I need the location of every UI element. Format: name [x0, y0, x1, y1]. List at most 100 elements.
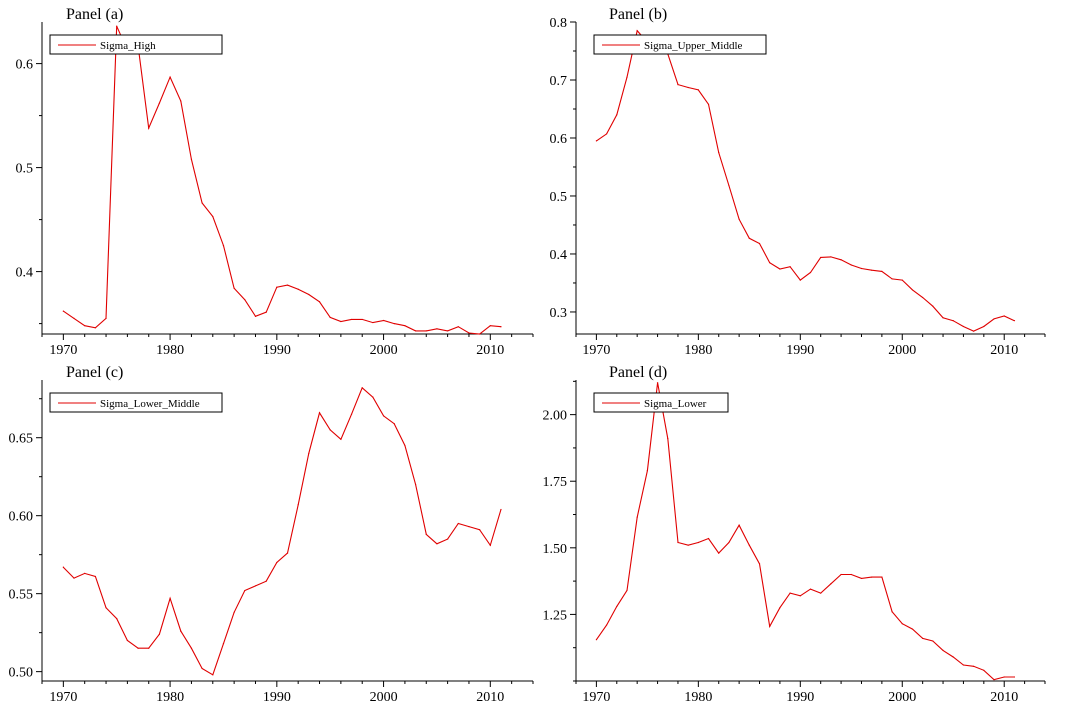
series-line	[596, 29, 1015, 332]
data-point	[201, 202, 203, 204]
data-point	[595, 140, 597, 142]
data-point	[233, 287, 235, 289]
data-point	[105, 317, 107, 319]
x-tick-label: 2010	[990, 690, 1018, 705]
data-point	[779, 607, 781, 609]
data-point	[860, 577, 863, 580]
data-point	[677, 84, 679, 86]
data-point	[799, 279, 801, 281]
data-point	[361, 318, 363, 321]
y-tick-label: 0.65	[9, 432, 34, 447]
data-point	[605, 133, 608, 135]
data-point	[840, 573, 842, 576]
y-tick-label: 1.50	[543, 542, 568, 557]
x-tick-label: 2010	[476, 690, 504, 705]
legend-label: Sigma_Upper_Middle	[644, 40, 742, 52]
data-point	[479, 333, 481, 335]
data-point	[382, 415, 385, 417]
y-tick-label: 0.55	[9, 588, 34, 603]
data-point	[457, 326, 459, 328]
x-tick-label: 1980	[156, 690, 184, 705]
data-point	[329, 316, 331, 318]
data-point	[190, 158, 193, 160]
legend-box	[593, 392, 729, 413]
data-point	[148, 127, 150, 129]
data-point	[605, 624, 608, 626]
data-point	[820, 592, 822, 594]
data-point	[361, 387, 363, 389]
x-tick-label: 1980	[684, 690, 712, 705]
data-point	[350, 413, 353, 415]
data-point	[425, 330, 427, 332]
data-point	[126, 639, 128, 642]
data-point	[911, 289, 914, 291]
legend: Sigma_Upper_Middle	[593, 34, 767, 55]
data-point	[830, 256, 832, 258]
data-point	[414, 330, 417, 332]
legend: Sigma_High	[49, 34, 223, 55]
x-tick-label: 2000	[370, 690, 398, 705]
data-point	[1013, 320, 1016, 322]
data-point	[881, 576, 883, 578]
data-point	[697, 541, 699, 544]
data-point	[158, 102, 161, 104]
data-point	[973, 330, 975, 332]
data-point	[881, 270, 883, 272]
data-point	[769, 262, 771, 264]
data-point	[901, 279, 903, 281]
data-point	[809, 588, 812, 590]
data-point	[308, 293, 310, 296]
series-points	[595, 30, 1016, 332]
data-point	[489, 325, 491, 327]
series-points	[595, 382, 1016, 681]
data-point	[169, 76, 171, 78]
data-point	[158, 633, 161, 635]
y-tick-label: 0.6	[550, 132, 568, 147]
data-point	[169, 597, 171, 599]
data-point	[850, 264, 852, 266]
data-point	[276, 286, 278, 288]
data-point	[94, 327, 96, 329]
panel-title: Panel (d)	[609, 364, 667, 381]
y-tick-label: 0.50	[9, 666, 34, 681]
data-point	[718, 552, 720, 554]
data-point	[500, 326, 502, 328]
data-point	[932, 640, 934, 642]
data-point	[707, 103, 710, 105]
y-tick-label: 1.25	[543, 608, 568, 623]
data-point	[738, 218, 740, 220]
data-point	[667, 438, 669, 440]
data-point	[73, 577, 75, 579]
legend-label: Sigma_Lower_Middle	[100, 398, 200, 410]
x-tick-label: 1990	[786, 690, 814, 705]
data-point	[871, 269, 873, 271]
data-point	[447, 538, 449, 540]
data-point	[738, 524, 740, 526]
data-point	[697, 89, 699, 91]
data-point	[137, 647, 139, 649]
data-point	[116, 618, 118, 620]
y-tick-label: 1.75	[543, 475, 568, 490]
data-point	[233, 611, 235, 613]
data-point	[911, 628, 914, 630]
data-point	[748, 544, 750, 546]
chart-panel-3: 1970 1980 1990 2000 2010 0.50 0.55 0.60 0.65 Pane…	[9, 364, 534, 705]
data-point	[84, 325, 86, 327]
data-point	[308, 452, 310, 454]
data-point	[212, 674, 214, 676]
data-point	[636, 516, 638, 518]
x-tick-label: 2000	[370, 343, 398, 358]
data-point	[707, 537, 710, 540]
data-point	[973, 665, 975, 667]
data-point	[393, 423, 395, 425]
data-point	[180, 100, 182, 102]
data-point	[983, 669, 985, 671]
y-tick-label: 0.3	[550, 306, 568, 321]
legend: Sigma_Lower_Middle	[49, 392, 223, 413]
chart-panel-2: 1970 1980 1990 2000 2010 0.3 0.4 0.5 0.6 0.7 0.8 Pa…	[550, 6, 1046, 358]
y-tick-label: 0.8	[550, 16, 568, 31]
series-line	[62, 386, 502, 676]
data-point	[891, 611, 893, 613]
series-points	[62, 25, 502, 335]
data-point	[728, 184, 730, 187]
